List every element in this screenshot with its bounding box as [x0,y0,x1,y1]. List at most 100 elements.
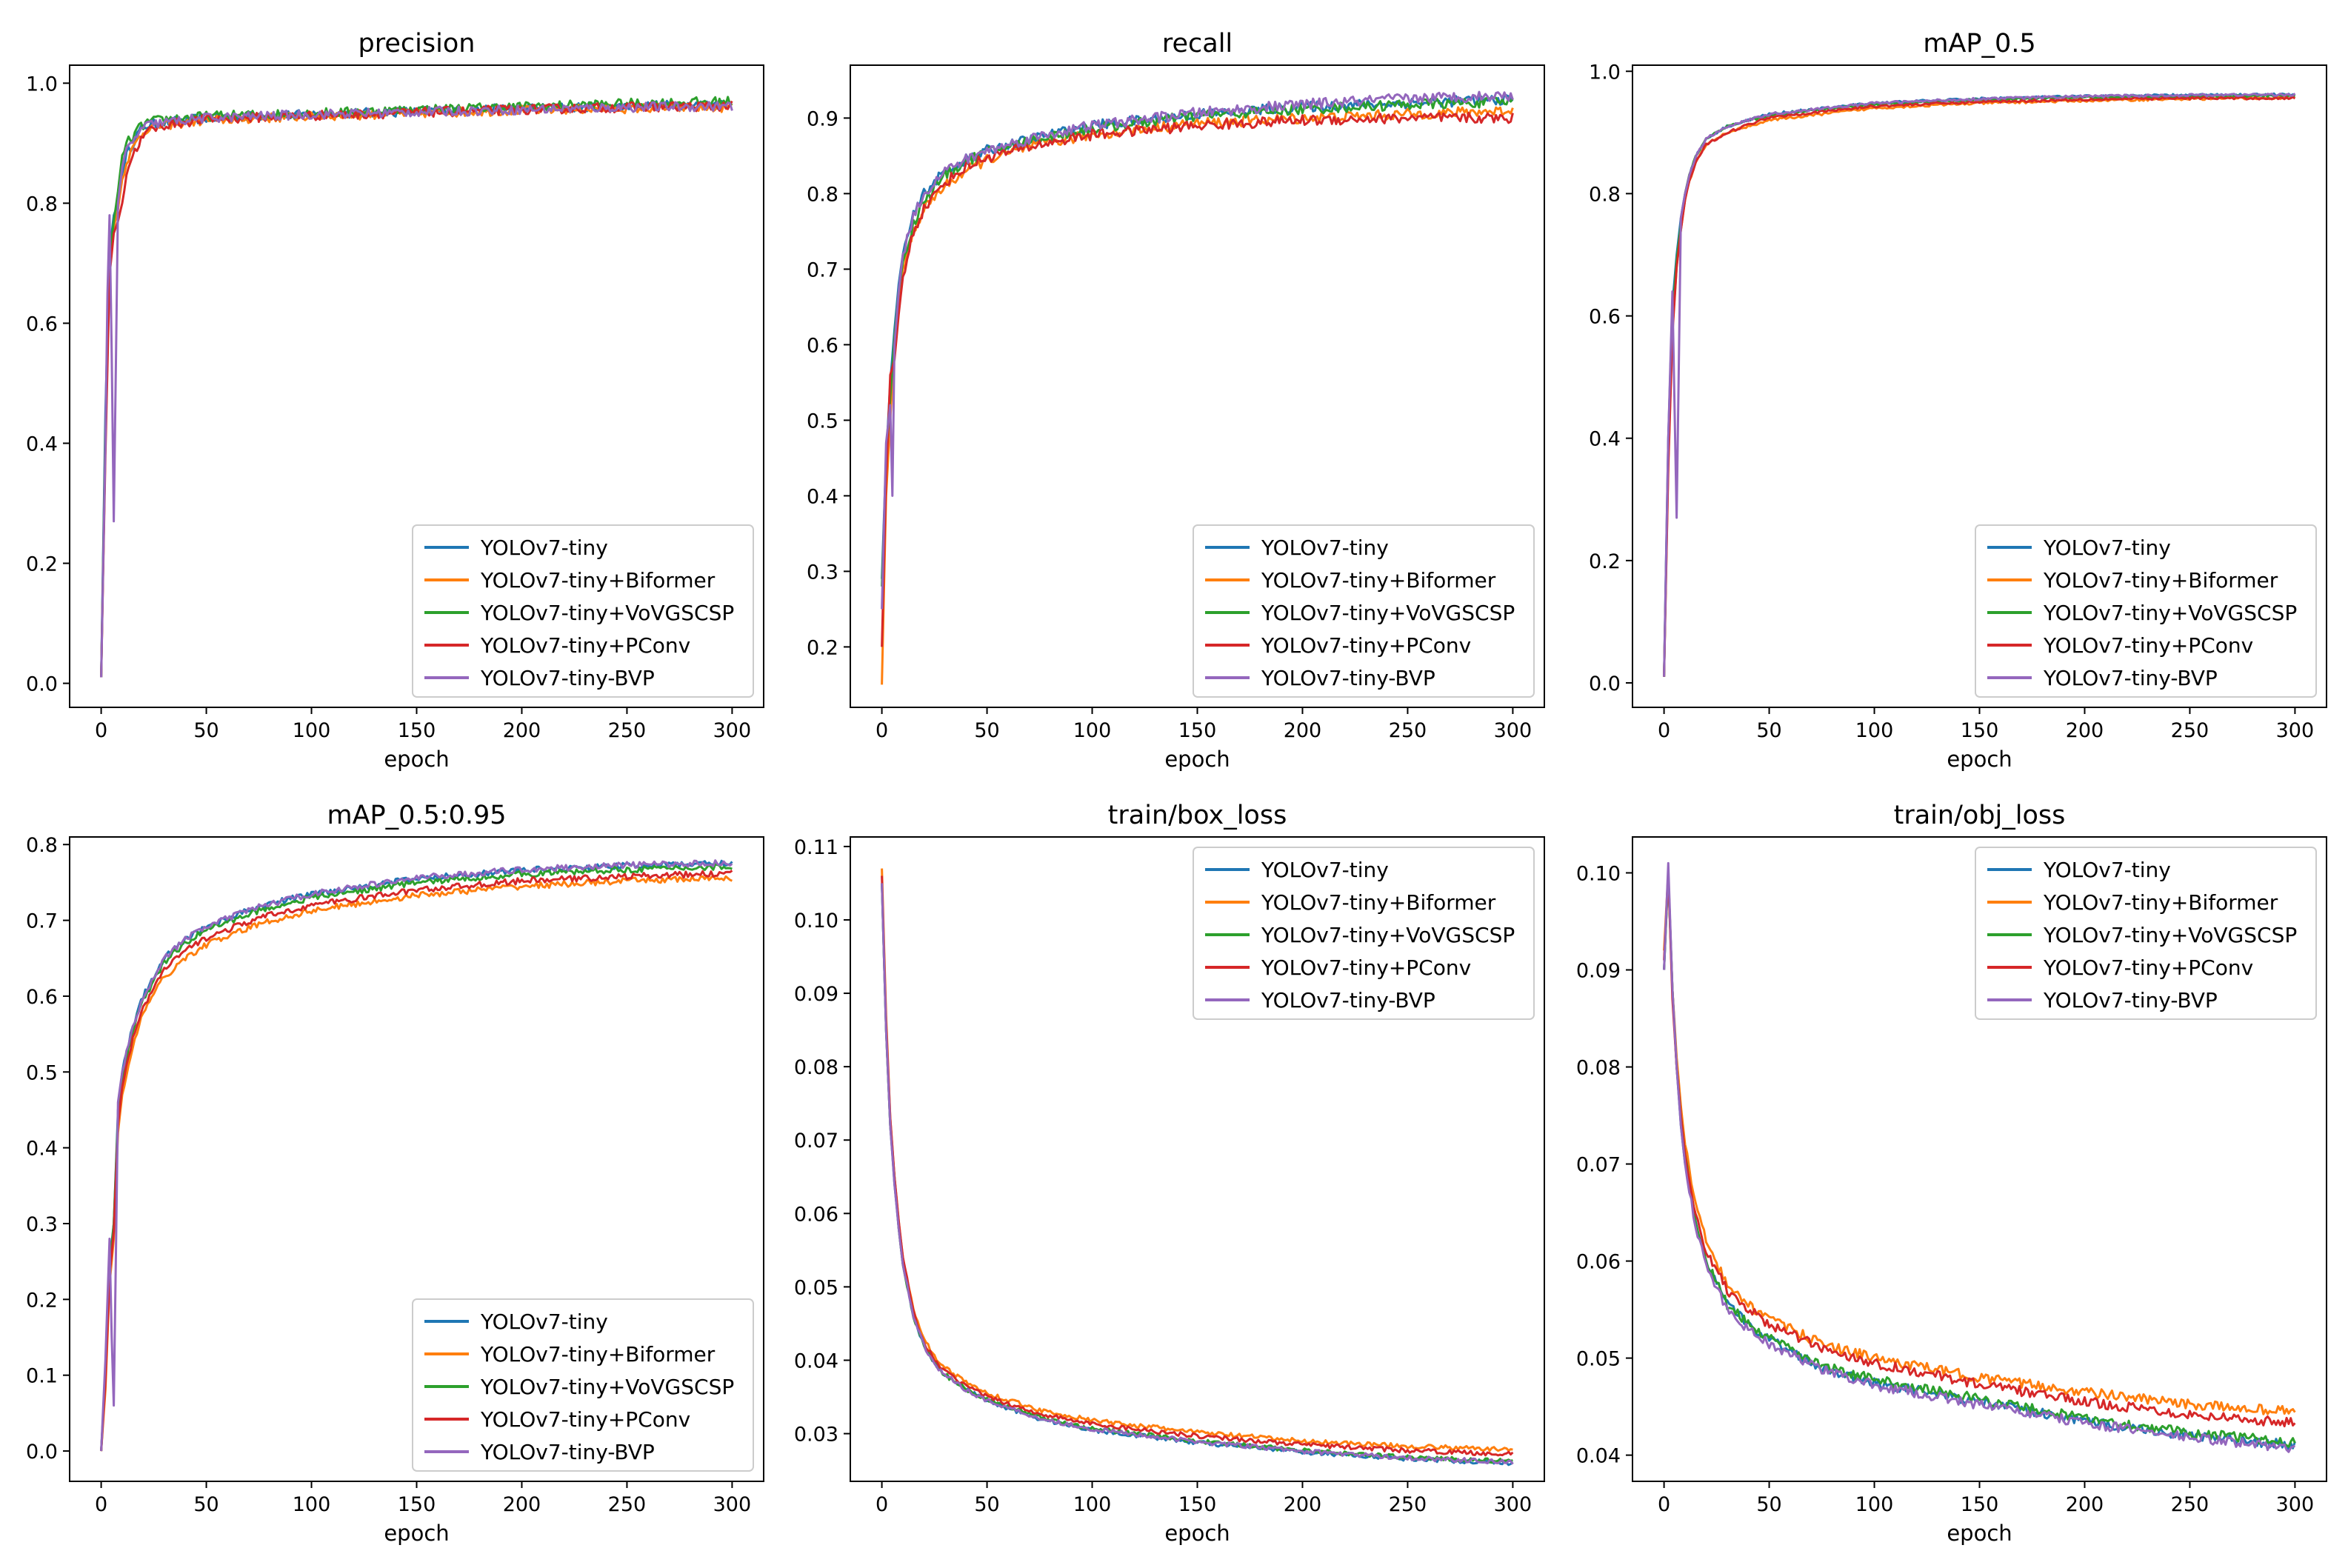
y-tick-label: 0.8 [26,193,58,216]
y-tick-label: 0.4 [26,433,58,456]
y-tick-label: 0.03 [794,1424,838,1447]
x-tick-label: 250 [2171,1493,2209,1516]
legend-label: YOLOv7-tiny+Biformer [1261,890,1496,915]
x-tick-label: 300 [2276,719,2315,742]
legend-label: YOLOv7-tiny [1261,858,1389,882]
series-line-5 [881,90,1514,610]
series-line-5 [100,859,733,1452]
chart-panel-3: mAP_0.5 0 50 100 150 200 250 300 0.0 0.2 0.4 0.6 0.8… [1589,29,2327,772]
x-axis-label: epoch [1947,1521,2012,1546]
x-tick-label: 200 [2066,1493,2104,1516]
x-tick-label: 100 [1855,719,1894,742]
legend: YOLOv7-tiny YOLOv7-tiny+Biformer YOLOv7-ti… [1193,524,1535,698]
y-tick-label: 0.06 [1576,1251,1621,1274]
legend-label: YOLOv7-tiny+PConv [1261,633,1471,658]
x-tick-label: 50 [193,719,219,742]
x-tick-label: 0 [95,1493,107,1516]
x-axis-label: epoch [1164,747,1230,772]
x-tick-label: 100 [293,1493,331,1516]
series-lines [1663,861,2296,1453]
series-lines [100,96,733,678]
y-tick-label: 0.7 [807,258,838,281]
y-tick-label: 0.7 [26,910,58,933]
x-tick-label: 100 [1073,719,1112,742]
legend: YOLOv7-tiny YOLOv7-tiny+Biformer YOLOv7-ti… [1975,524,2317,698]
series-line-4 [881,111,1514,647]
x-tick-label: 150 [1178,1493,1217,1516]
series-line-4 [1663,872,2296,1428]
series-line-3 [881,96,1514,587]
x-tick-label: 50 [1756,1493,1781,1516]
y-tick-label: 0.6 [26,986,58,1009]
series-lines [100,859,733,1452]
legend: YOLOv7-tiny YOLOv7-tiny+Biformer YOLOv7-ti… [412,1298,754,1472]
y-tick-label: 0.04 [1576,1445,1621,1468]
series-line-4 [100,100,733,678]
x-tick-label: 150 [1178,719,1217,742]
x-tick-label: 300 [1494,1493,1532,1516]
legend: YOLOv7-tiny YOLOv7-tiny+Biformer YOLOv7-ti… [1975,847,2317,1020]
x-axis-label: epoch [1947,747,2012,772]
y-tick-label: 0.3 [26,1213,58,1236]
series-lines [881,868,1514,1467]
legend-label: YOLOv7-tiny [1261,536,1389,560]
legend-label: YOLOv7-tiny+VoVGSCSP [1261,601,1515,625]
legend-label: YOLOv7-tiny+PConv [2043,955,2253,980]
y-tick-label: 0.06 [794,1203,838,1226]
x-tick-label: 300 [713,719,752,742]
x-tick-label: 100 [1855,1493,1894,1516]
legend-label: YOLOv7-tiny+VoVGSCSP [480,601,734,625]
y-tick-label: 0.6 [1589,306,1621,329]
legend-label: YOLOv7-tiny [2043,858,2171,882]
y-tick-label: 0.11 [794,836,838,859]
legend-box [412,1298,754,1472]
x-tick-label: 150 [1961,719,1999,742]
y-tick-label: 0.6 [807,334,838,357]
y-tick-label: 1.0 [26,73,58,96]
y-tick-label: 0.04 [794,1350,838,1373]
legend-label: YOLOv7-tiny-BVP [1261,666,1435,690]
legend-label: YOLOv7-tiny+VoVGSCSP [2043,923,2297,947]
series-line-2 [1663,872,2296,1415]
chart-title: precision [358,29,476,59]
x-tick-label: 100 [293,719,331,742]
y-tick-label: 0.1 [26,1365,58,1388]
series-line-5 [1663,93,2296,677]
x-tick-label: 200 [503,1493,541,1516]
legend-label: YOLOv7-tiny+VoVGSCSP [480,1375,734,1399]
y-tick-label: 0.05 [1576,1348,1621,1371]
x-tick-label: 250 [2171,719,2209,742]
legend-label: YOLOv7-tiny-BVP [1261,988,1435,1012]
y-tick-label: 1.0 [1589,61,1621,84]
y-tick-label: 0.6 [26,313,58,336]
y-tick-label: 0.10 [1576,862,1621,885]
series-line-4 [1663,96,2296,677]
x-tick-label: 50 [974,1493,999,1516]
x-tick-label: 0 [95,719,107,742]
y-tick-label: 0.07 [1576,1154,1621,1177]
legend-label: YOLOv7-tiny [2043,536,2171,560]
x-tick-label: 300 [713,1493,752,1516]
x-tick-label: 0 [1658,719,1670,742]
chart-panel-2: recall 0 50 100 150 200 250 300 0.2 0.3 0.4 0.5 0.6 0… [807,29,1545,772]
legend-label: YOLOv7-tiny-BVP [2043,666,2218,690]
y-tick-label: 0.09 [794,983,838,1006]
chart-panel-5: train/box_loss 0 50 100 150 200 250 300 0.03 0.04… [794,801,1545,1546]
legend-label: YOLOv7-tiny+PConv [1261,955,1471,980]
x-tick-label: 100 [1073,1493,1112,1516]
chart-panel-1: precision 0 50 100 150 200 250 300 0.0 0.2 0.4 0.6 0… [26,29,764,772]
y-tick-label: 0.5 [26,1061,58,1084]
series-line-2 [881,106,1514,685]
chart-panel-6: train/obj_loss 0 50 100 150 200 250 300 0.04 0.05… [1576,801,2327,1546]
legend-box [412,524,754,698]
legend-label: YOLOv7-tiny+PConv [480,633,690,658]
y-tick-label: 0.3 [807,561,838,584]
x-tick-label: 0 [876,1493,888,1516]
x-tick-label: 150 [398,719,436,742]
y-tick-label: 0.08 [794,1056,838,1079]
y-tick-label: 0.2 [1589,550,1621,573]
legend-box [1975,847,2317,1020]
series-line-2 [881,868,1513,1452]
legend-label: YOLOv7-tiny+Biformer [480,1342,716,1367]
x-axis-label: epoch [1164,1521,1230,1546]
